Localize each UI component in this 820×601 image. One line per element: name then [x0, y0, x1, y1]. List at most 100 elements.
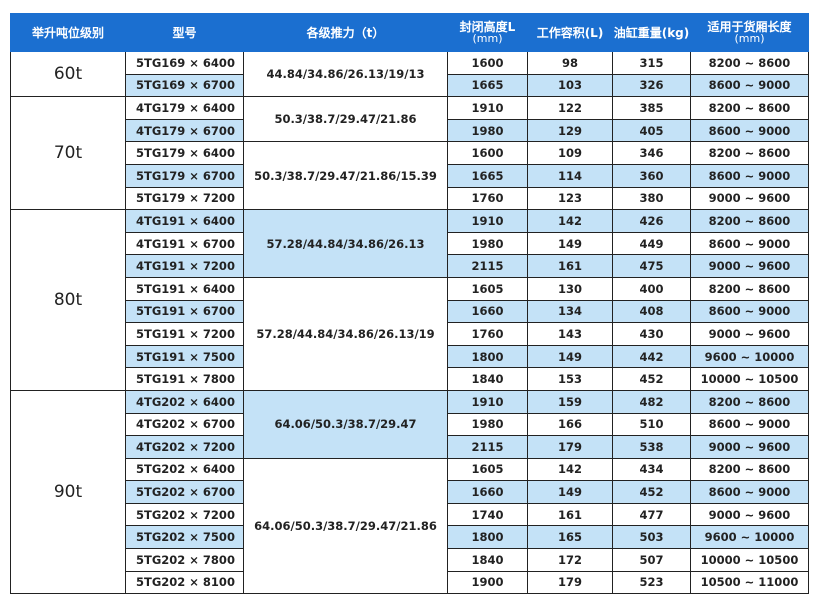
length-cell: 8200 ~ 8600 — [690, 209, 809, 233]
table-row: 5TG179 × 6700 1665 114 360 8600 ~ 9000 — [11, 163, 809, 188]
header-cell: 工作容积(L) — [527, 13, 613, 52]
height-cell: 1665 — [447, 163, 528, 188]
height-cell: 1980 — [447, 412, 528, 437]
model-cell: 5TG202 × 6700 — [125, 480, 244, 504]
header-cell: 油缸重量(kg) — [612, 13, 691, 52]
volume-cell: 166 — [527, 412, 613, 437]
table-row: 5TG191 × 7800 1840 153 452 10000 ~ 10500 — [11, 367, 809, 391]
header-cell: 适用于货厢长度 (mm) — [690, 13, 809, 52]
volume-cell: 149 — [527, 480, 613, 504]
weight-cell: 475 — [612, 254, 691, 278]
length-cell: 8600 ~ 9000 — [690, 118, 809, 143]
length-cell: 9600 ~ 10000 — [690, 344, 809, 369]
header-text: 举升吨位级别 — [31, 25, 104, 40]
length-cell: 9000 ~ 9600 — [690, 322, 809, 346]
length-cell: 9600 ~ 10000 — [690, 525, 809, 550]
volume-cell: 143 — [527, 322, 613, 346]
height-cell: 1605 — [447, 457, 528, 482]
length-cell: 9000 ~ 9600 — [690, 435, 809, 459]
thrust-cell: 64.06/50.3/38.7/29.47/21.86 — [243, 457, 448, 595]
weight-cell: 510 — [612, 412, 691, 437]
height-cell: 1800 — [447, 525, 528, 550]
model-cell: 4TG191 × 6400 — [125, 209, 244, 233]
volume-cell: 123 — [527, 186, 613, 211]
length-cell: 8200 ~ 8600 — [690, 51, 809, 75]
header-text: 适用于货厢长度 — [707, 19, 792, 34]
table-row: 5TG169 × 6700 1665 103 326 8600 ~ 9000 — [11, 73, 809, 98]
header-unit: (mm) — [734, 31, 765, 45]
model-cell: 4TG202 × 6400 — [125, 389, 244, 414]
length-cell: 9000 ~ 9600 — [690, 254, 809, 278]
table-row: 5TG202 × 7500 1800 165 503 9600 ~ 10000 — [11, 525, 809, 550]
weight-cell: 523 — [612, 570, 691, 595]
height-cell: 1660 — [447, 299, 528, 324]
volume-cell: 109 — [527, 141, 613, 165]
header-text: 型号 — [172, 25, 197, 40]
table-row: 5TG191 × 6700 1660 134 408 8600 ~ 9000 — [11, 299, 809, 324]
volume-cell: 129 — [527, 118, 613, 143]
weight-cell: 405 — [612, 118, 691, 143]
height-cell: 1660 — [447, 480, 528, 504]
table-row: 4TG191 × 7200 2115 161 475 9000 ~ 9600 — [11, 254, 809, 278]
height-cell: 1600 — [447, 141, 528, 165]
volume-cell: 114 — [527, 163, 613, 188]
table-row: 70t 4TG179 × 6400 50.3/38.7/29.47/21.86 191… — [10, 96, 809, 211]
length-cell: 8200 ~ 8600 — [690, 96, 809, 120]
volume-cell: 142 — [527, 457, 613, 482]
weight-cell: 360 — [612, 163, 691, 188]
model-cell: 5TG191 × 7200 — [125, 322, 244, 346]
volume-cell: 130 — [527, 276, 613, 301]
table-row: 5TG191 × 7200 1760 143 430 9000 ~ 9600 — [11, 322, 809, 346]
model-cell: 4TG191 × 7200 — [125, 254, 244, 278]
tonnage-cell: 70t — [10, 96, 126, 211]
volume-cell: 165 — [527, 525, 613, 550]
header-row: 举升吨位级别 型号 各级推力（t） 封闭高度L (mm) 工作容积(L) 油缸重量(kg) 适… — [10, 13, 809, 52]
height-cell: 1980 — [447, 118, 528, 143]
length-cell: 8600 ~ 9000 — [690, 231, 809, 256]
weight-cell: 434 — [612, 457, 691, 482]
length-cell: 9000 ~ 9600 — [690, 502, 809, 527]
thrust-cell: 64.06/50.3/38.7/29.47 — [243, 389, 448, 459]
volume-cell: 161 — [527, 502, 613, 527]
table-row: 60t 5TG169 × 6400 44.84/34.86/26.13/19/13 1… — [10, 50, 809, 98]
weight-cell: 482 — [612, 389, 691, 414]
length-cell: 8200 ~ 8600 — [690, 389, 809, 414]
weight-cell: 380 — [612, 186, 691, 211]
header-text: 油缸重量(kg) — [613, 25, 690, 40]
height-cell: 1760 — [447, 322, 528, 346]
height-cell: 1800 — [447, 344, 528, 369]
weight-cell: 385 — [612, 96, 691, 120]
header-cell: 各级推力（t） — [243, 13, 448, 52]
thrust-cell: 57.28/44.84/34.86/26.13 — [243, 209, 448, 278]
thrust-cell: 50.3/38.7/29.47/21.86 — [243, 96, 448, 143]
thrust-cell: 50.3/38.7/29.47/21.86/15.39 — [243, 141, 448, 211]
tonnage-cell: 80t — [10, 209, 126, 391]
weight-cell: 452 — [612, 367, 691, 391]
header-text: 工作容积(L) — [536, 25, 604, 40]
spec-table: 举升吨位级别 型号 各级推力（t） 封闭高度L (mm) 工作容积(L) 油缸重量(kg) 适… — [10, 13, 809, 595]
model-cell: 5TG191 × 7500 — [125, 344, 244, 369]
tonnage-cell: 90t — [10, 389, 126, 595]
weight-cell: 442 — [612, 344, 691, 369]
weight-cell: 538 — [612, 435, 691, 459]
volume-cell: 103 — [527, 73, 613, 98]
height-cell: 1760 — [447, 186, 528, 211]
height-cell: 1665 — [447, 73, 528, 98]
volume-cell: 134 — [527, 299, 613, 324]
model-cell: 5TG202 × 8100 — [125, 570, 244, 595]
volume-cell: 149 — [527, 231, 613, 256]
weight-cell: 315 — [612, 51, 691, 75]
header-cell: 封闭高度L (mm) — [447, 13, 528, 52]
height-cell: 1605 — [447, 276, 528, 301]
length-cell: 8200 ~ 8600 — [690, 141, 809, 165]
weight-cell: 452 — [612, 480, 691, 504]
weight-cell: 430 — [612, 322, 691, 346]
thrust-cell: 57.28/44.84/34.86/26.13/19 — [243, 276, 448, 391]
height-cell: 1910 — [447, 96, 528, 120]
height-cell: 1740 — [447, 502, 528, 527]
height-cell: 1840 — [447, 548, 528, 572]
weight-cell: 503 — [612, 525, 691, 550]
volume-cell: 122 — [527, 96, 613, 120]
model-cell: 5TG202 × 7500 — [125, 525, 244, 550]
